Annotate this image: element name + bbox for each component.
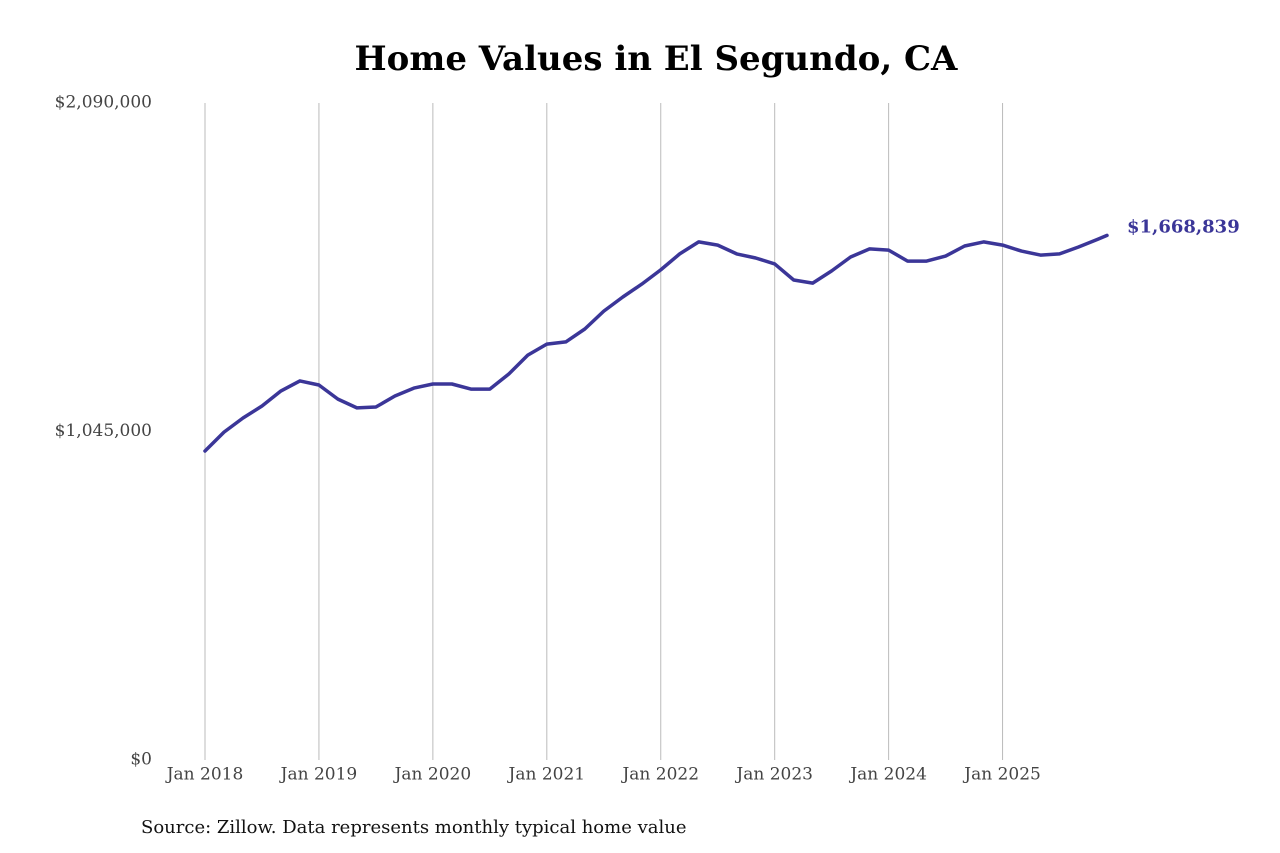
x-tick-label: Jan 2023 [734,765,813,785]
x-tick-label: Jan 2020 [393,765,472,785]
x-tick-label: Jan 2019 [279,765,358,785]
source-note: Source: Zillow. Data represents monthly … [141,817,687,838]
y-tick-label: $1,045,000 [55,421,152,441]
x-tick-label: Jan 2022 [620,765,699,785]
end-value-label: $1,668,839 [1127,216,1240,237]
x-tick-label: Jan 2024 [848,765,927,785]
x-tick-label: Jan 2018 [165,765,244,785]
chart-title: Home Values in El Segundo, CA [355,39,959,79]
y-tick-label: $2,090,000 [55,93,152,113]
x-tick-label: Jan 2025 [962,765,1041,785]
x-tick-label: Jan 2021 [507,765,586,785]
y-tick-label: $0 [130,750,152,770]
series-line [203,233,1109,453]
